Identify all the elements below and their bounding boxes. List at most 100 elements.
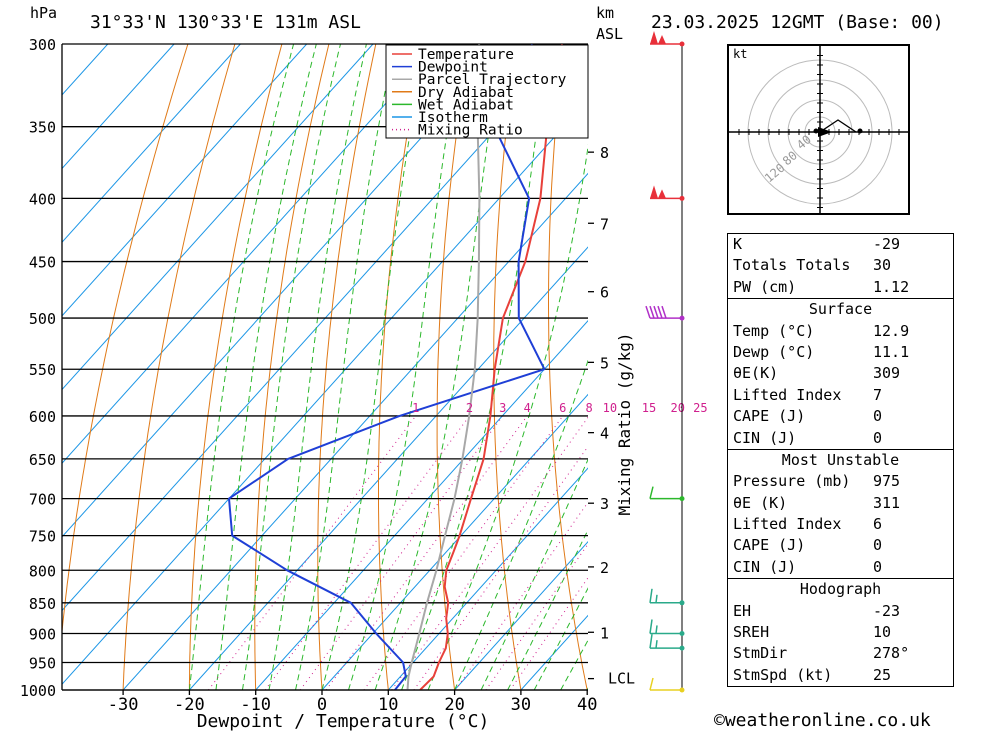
mixing-ratio-label: 1 [412,401,419,415]
wind-barb-flag [653,305,659,319]
table-row: Dewp (°C) 11.1 [728,342,953,363]
table-row-value: 309 [873,364,901,383]
table-row-label: Temp (°C) [733,321,815,340]
dry-adiabat-line [122,44,236,690]
hodograph-section: Hodograph EH -23 SREH 10 StmDir 278° StmSpd (kt… [728,578,953,686]
table-row-value: -29 [873,235,901,253]
table-row: StmDir 278° [728,643,953,664]
table-row-value: -23 [873,601,901,620]
dry-adiabat-line [493,44,522,690]
mixing-ratio-label: 2 [466,401,473,415]
height-tick-label: 7 [600,215,609,233]
wind-barb [649,588,685,606]
legend-box [385,44,589,139]
mixing-ratio-line [413,445,588,690]
hodograph-start-dot [813,128,819,134]
isotherm-line [122,172,588,690]
datetime-label: 23.03.2025 12GMT (Base: 00) [651,12,944,33]
legend-label: Isotherm [418,110,488,126]
wind-barb-dot [679,600,685,606]
isotherm-line [62,44,175,170]
table-row-label: Pressure (mb) [733,472,851,491]
pressure-unit-label: hPa [30,4,58,22]
table-row-label: CAPE (J) [733,407,806,426]
mixing-ratio-label: 4 [524,401,531,415]
height-unit-asl-label: ASL [596,25,624,43]
wind-pennant [658,189,666,199]
table-row-value: 0 [873,407,883,426]
table-row: CIN (J) 0 [728,557,953,578]
table-row: θE(K) 309 [728,363,953,384]
wet-adiabat-line [348,44,463,690]
wind-barb [649,634,685,651]
wet-adiabat-line [374,44,503,690]
mixing-ratio-label: 6 [559,401,566,415]
wind-barb-flag [649,305,655,319]
isotherm-line [321,393,588,690]
dry-adiabat-line [548,44,588,690]
isotherm-line [387,467,588,690]
wet-adiabat-line [188,44,295,690]
wind-barb-flag [661,305,667,319]
indices-section: K -29 Totals Totals 30 PW (cm) 1.12 [728,234,953,298]
dry-adiabat-line [987,44,1000,690]
mixing-ratio-axis-title: Mixing Ratio (g/kg) [615,332,634,515]
isotherm-line [255,320,588,690]
wind-barb [649,486,685,502]
indices-table: K -29 Totals Totals 30 PW (cm) 1.12 Surface Te… [727,233,954,688]
wind-barb-dot [679,630,685,636]
wet-adiabat-line [427,143,588,690]
legend-label: Wet Adiabat [418,97,514,113]
mixing-ratio-line [509,576,588,690]
table-row: Lifted Index 7 [728,385,953,406]
pressure-tick-label: 500 [29,310,56,328]
temperature-tick-label: -20 [174,695,205,715]
table-row-label: CAPE (J) [733,536,806,555]
table-row: Lifted Index 6 [728,514,953,535]
height-tick-label: 5 [600,354,609,372]
credit-label: ©weatheronline.co.uk [714,710,931,731]
wind-pennant [658,35,666,44]
wind-barb [650,185,685,201]
table-row: Totals Totals 30 [728,255,953,276]
legend-label: Mixing Ratio [418,123,523,139]
table-row-value: 25 [873,665,892,684]
table-row-value: 10 [873,623,892,642]
wet-adiabat-line [533,587,588,690]
hodograph-ring-label: 40 [794,132,814,152]
table-row-label: Totals Totals [733,256,851,275]
height-tick-label: 8 [600,144,609,162]
table-row-value: 30 [873,256,892,275]
pressure-tick-label: 650 [29,451,56,469]
wind-barb-flag [649,634,653,649]
temperature-tick-label: 0 [317,695,327,715]
table-row-value: 0 [873,557,883,576]
mixing-ratio-line [391,416,588,690]
table-row: CAPE (J) 0 [728,406,953,427]
table-row: CAPE (J) 0 [728,535,953,556]
table-row-label: Lifted Index [733,385,842,404]
wind-barb-flag [655,594,658,603]
hodograph-ring-label: 80 [780,148,800,168]
table-row-label: StmSpd (kt) [733,665,833,684]
temperature-tick-label: -30 [108,695,139,715]
wind-barb-dot [679,195,685,201]
table-section-title: Hodograph [799,580,882,599]
table-row: EH -23 [728,601,953,622]
mixing-ratio-line [325,415,528,690]
mixing-ratio-label: 10 [603,401,617,415]
height-tick-label: 1 [600,624,609,642]
mixing-ratio-label: 15 [642,401,656,415]
pressure-tick-label: 300 [29,36,56,54]
table-row: θE (K) 311 [728,493,953,514]
most-unstable-section: Most Unstable Pressure (mb) 975 θE (K) 311 Li… [728,448,953,578]
isotherm-line [62,44,440,464]
pressure-tick-label: 350 [29,119,56,137]
isotherm-line [454,541,588,690]
wind-barb [649,619,685,636]
dewpoint-line [228,44,546,690]
isotherm-line [189,246,588,690]
pressure-tick-label: 1000 [20,682,56,700]
hodograph-unit-label: kt [733,47,747,61]
hodograph-ring-label: 120 [762,161,788,186]
